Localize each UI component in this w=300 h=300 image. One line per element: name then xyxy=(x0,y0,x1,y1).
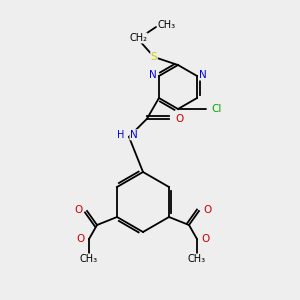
Text: N: N xyxy=(149,70,157,80)
Text: O: O xyxy=(75,205,83,215)
Text: O: O xyxy=(77,234,85,244)
Text: S: S xyxy=(151,52,157,62)
Text: O: O xyxy=(201,234,209,244)
Text: H: H xyxy=(117,130,124,140)
Text: CH₃: CH₃ xyxy=(188,254,206,264)
Text: O: O xyxy=(203,205,211,215)
Text: Cl: Cl xyxy=(211,104,221,114)
Text: N: N xyxy=(199,70,207,80)
Text: CH₃: CH₃ xyxy=(80,254,98,264)
Text: CH₃: CH₃ xyxy=(158,20,176,30)
Text: N: N xyxy=(130,130,138,140)
Text: O: O xyxy=(175,114,183,124)
Text: CH₂: CH₂ xyxy=(129,33,147,43)
